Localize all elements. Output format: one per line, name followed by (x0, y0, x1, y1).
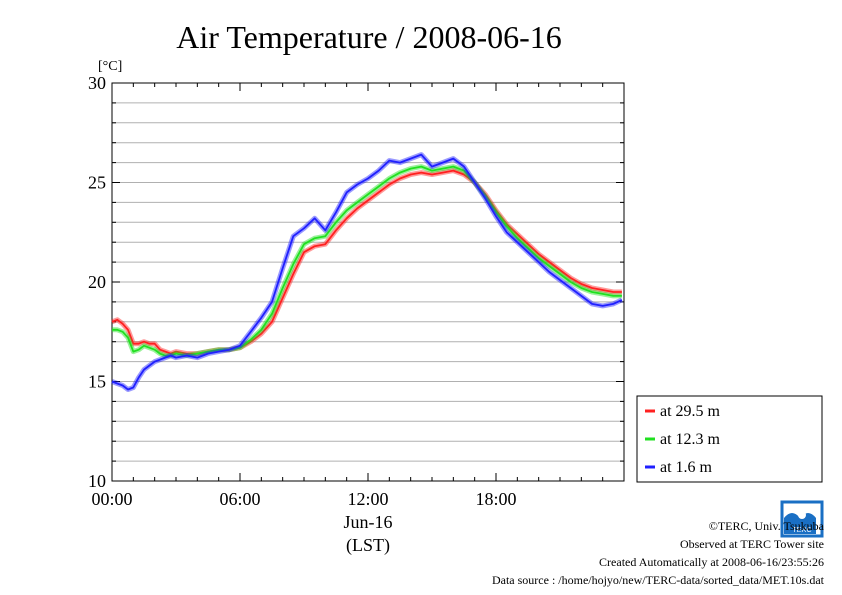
y-tick-label: 25 (88, 173, 106, 193)
series-lines (111, 152, 623, 392)
y-tick-label: 15 (88, 372, 106, 392)
chart-title: Air Temperature / 2008-06-16 (176, 19, 562, 55)
legend-label-12-3m: at 12.3 m (660, 431, 721, 448)
series-line-at-29-5-m (111, 169, 622, 355)
copyright-text: ©TERC, Univ. Tsukuba (709, 519, 825, 533)
logo-wave (784, 513, 816, 534)
x-tick-label: 06:00 (219, 489, 260, 509)
created-text: Created Automatically at 2008-06-16/23:5… (599, 555, 824, 569)
series-line-at-12-3-m (112, 165, 622, 357)
legend: at 29.5 m at 12.3 m at 1.6 m (636, 395, 823, 483)
source-text: Data source : /home/hojyo/new/TERC-data/… (492, 573, 825, 587)
x-tick-label: 00:00 (91, 489, 132, 509)
logo-drop (798, 511, 806, 519)
y-tick-label: 10 (88, 471, 106, 491)
y-axis-label: [°C] (98, 59, 122, 74)
series-line-at-1-6-m (111, 153, 623, 391)
legend-label-1-6m: at 1.6 m (660, 459, 713, 476)
x-tick-label: 12:00 (347, 489, 388, 509)
axis-ticks: 10 15 20 25 30 00:00 06:00 12:00 18:00 (88, 73, 625, 509)
x-axis-label: (LST) (346, 535, 390, 556)
series-halo-at-1-6-m (111, 152, 623, 392)
y-tick-label: 30 (88, 73, 106, 93)
date-label: Jun-16 (344, 512, 393, 532)
site-text: Observed at TERC Tower site (680, 537, 824, 551)
x-tick-label: 18:00 (475, 489, 516, 509)
legend-box (636, 395, 823, 483)
grid-lines (112, 102, 624, 462)
terc-logo: TERC (780, 500, 824, 538)
logo-text: TERC (792, 527, 811, 534)
legend-label-29-5m: at 29.5 m (660, 403, 721, 420)
y-tick-label: 20 (88, 272, 106, 292)
